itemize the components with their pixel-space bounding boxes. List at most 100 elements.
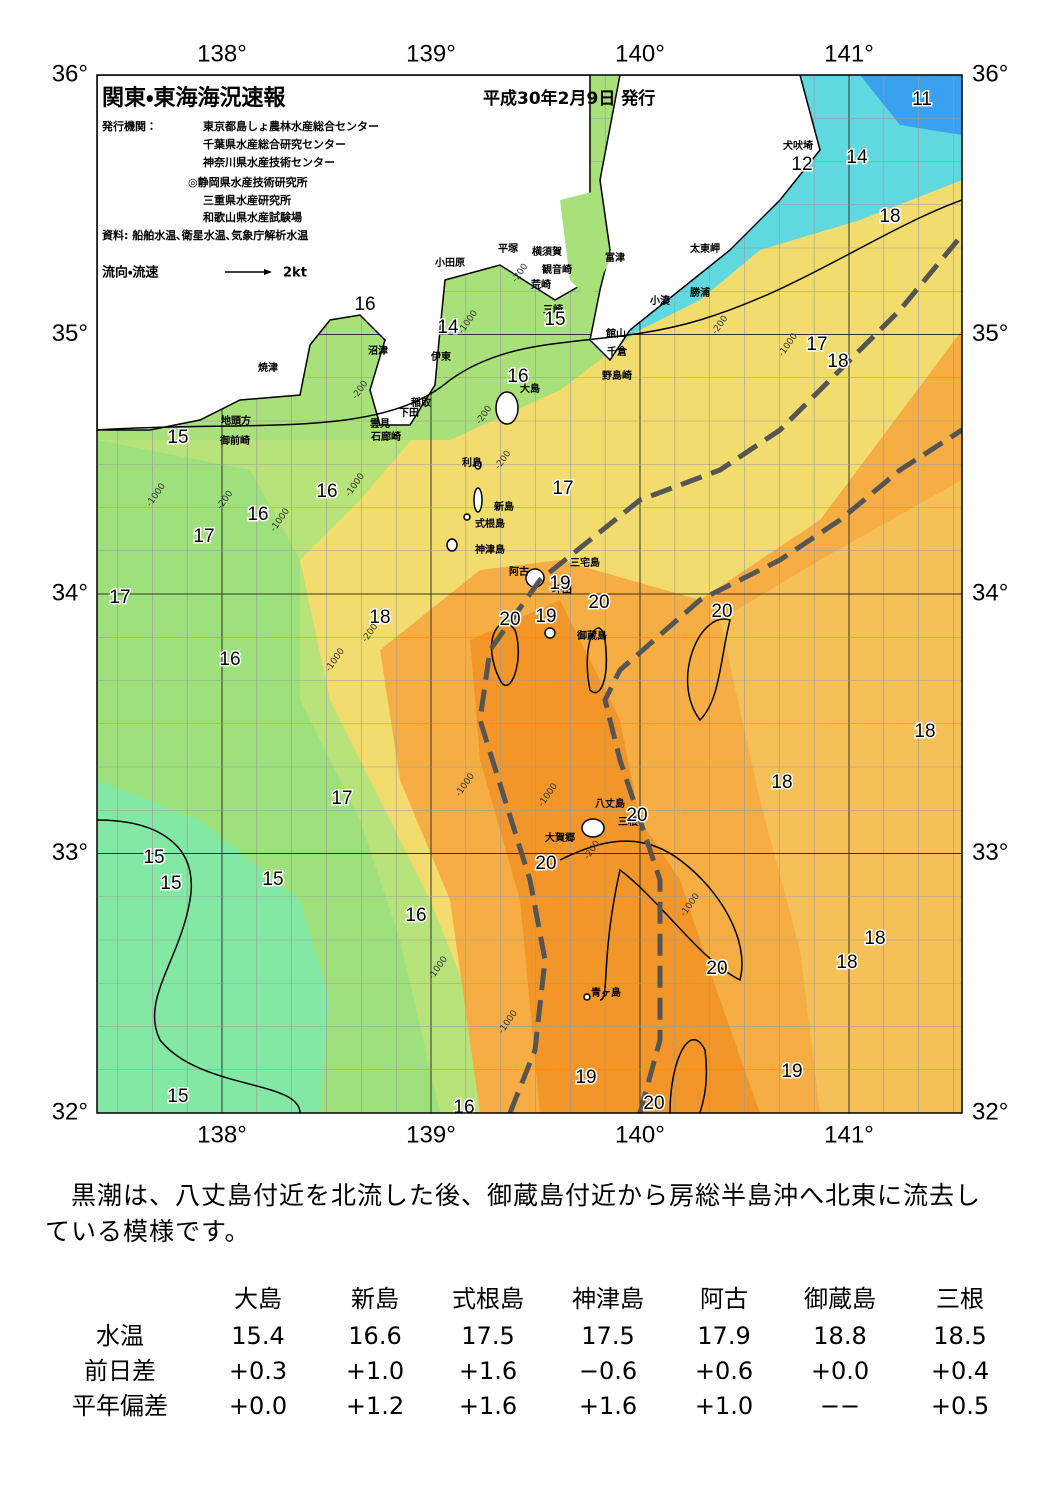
isotherm-label: 15	[262, 869, 283, 890]
place-name: 千倉	[607, 345, 628, 358]
lat-label: 34°	[972, 579, 1008, 606]
table-cell: +1.0	[346, 1357, 404, 1385]
sea-coolest	[97, 780, 330, 1113]
isotherm-label: 15	[143, 847, 164, 868]
place-name: 青ヶ島	[591, 986, 621, 999]
lat-label: 36°	[972, 60, 1008, 87]
isotherm-label: 17	[331, 788, 352, 809]
place-name: 阿古	[509, 565, 529, 578]
isotherm-label: 17	[552, 478, 573, 499]
row-header: 前日差	[84, 1357, 156, 1385]
isotherm-label: 16	[453, 1097, 474, 1118]
isotherm-label: 19	[781, 1061, 802, 1082]
column-header: 阿古	[700, 1285, 748, 1313]
isotherm-label: 16	[247, 504, 268, 525]
isotherm-label: 12	[791, 154, 812, 175]
island	[495, 391, 519, 425]
isotherm-label: 15	[544, 309, 565, 330]
isotherm-label: 19	[549, 573, 570, 594]
isotherm-label: 17	[193, 526, 214, 547]
publisher: 千葉県水産総合研究センター	[203, 137, 346, 151]
place-name: 犬吠埼	[783, 139, 813, 152]
lon-label: 138°	[197, 1121, 247, 1148]
lon-label: 141°	[824, 1121, 874, 1148]
isotherm-label: 20	[706, 958, 727, 979]
lat-label: 36°	[52, 60, 88, 87]
isotherm-label: 16	[405, 905, 426, 926]
isotherm	[669, 1039, 708, 1113]
column-header: 御蔵島	[804, 1285, 876, 1313]
island	[473, 487, 483, 513]
place-name: 稲取	[411, 396, 432, 409]
place-name: 平塚	[498, 242, 519, 255]
table-cell: 15.4	[231, 1322, 284, 1350]
isotherm-label: 18	[879, 206, 900, 227]
isotherm-label: 17	[109, 587, 130, 608]
isotherm-label: 18	[771, 772, 792, 793]
row-header: 平年偏差	[72, 1392, 168, 1420]
place-name: 下田	[399, 407, 419, 419]
isotherm-label: 18	[369, 607, 390, 628]
column-header: 新島	[351, 1285, 399, 1313]
isotherm-label: 14	[846, 147, 868, 168]
table-cell: +1.6	[459, 1392, 517, 1420]
island	[544, 627, 556, 639]
isotherm-label: 11	[912, 89, 932, 110]
place-name: 小田原	[434, 256, 465, 269]
place-name: 坪田	[552, 583, 572, 596]
column-header: 式根島	[452, 1285, 524, 1313]
place-name: 野島崎	[602, 369, 632, 382]
isotherms	[97, 199, 962, 1113]
table-cell: +1.6	[459, 1357, 517, 1385]
cold-water-deep	[860, 75, 962, 135]
table-cell: +0.4	[931, 1357, 989, 1385]
map-title: 関東・東海海況速報	[102, 85, 286, 111]
offshore-warm	[720, 480, 962, 1113]
place-name: 太東岬	[689, 242, 720, 255]
place-name: 横須賀	[532, 245, 562, 258]
isotherm-label: 17	[806, 334, 827, 355]
legend-label: 流向・流速	[102, 265, 158, 281]
publisher: 東京都島しょ農林水産総合センター	[203, 119, 379, 133]
isotherm-label: 20	[535, 853, 556, 874]
place-name: 勝浦	[690, 286, 710, 299]
lon-label: 140°	[615, 40, 665, 67]
isotherm-label: 18	[827, 351, 848, 372]
place-name: 御蔵島	[576, 629, 607, 642]
sources: 資料: 船舶水温､衛星水温､気象庁解析水温	[102, 228, 308, 242]
lon-label: 138°	[197, 40, 247, 67]
table-cell: +0.0	[229, 1392, 287, 1420]
place-name: 式根島	[475, 517, 505, 530]
place-name: 伊東	[430, 350, 451, 363]
island	[446, 538, 458, 552]
isotherm-label: 16	[507, 366, 528, 387]
column-header: 神津島	[572, 1285, 644, 1313]
isotherm-label: 16	[219, 649, 240, 670]
isotherm	[490, 623, 519, 687]
isotherm-label: 14	[437, 317, 459, 338]
lon-label: 139°	[406, 1121, 456, 1148]
lon-label: 139°	[406, 40, 456, 67]
isotherm-label: 18	[836, 952, 857, 973]
row-header: 水温	[96, 1322, 144, 1350]
place-name: 石廊崎	[370, 430, 401, 443]
place-name: 御前崎	[219, 434, 250, 447]
table-cell: 18.5	[933, 1322, 986, 1350]
island	[583, 993, 591, 1001]
place-name: 利島	[462, 456, 482, 469]
place-name: 沼津	[368, 344, 388, 357]
place-name: 新島	[493, 500, 514, 513]
lon-label: 140°	[615, 1121, 665, 1148]
island	[474, 460, 482, 470]
place-name: 焼津	[258, 361, 278, 374]
place-name: 三崎	[543, 303, 563, 316]
isotherm-label: 20	[643, 1093, 664, 1114]
isotherm-label: 20	[711, 601, 732, 622]
table-cell: +0.6	[695, 1357, 753, 1385]
publisher: 三重県水産研究所	[203, 193, 291, 207]
lon-label: 141°	[824, 40, 874, 67]
table-cell: 16.6	[348, 1322, 401, 1350]
place-name: 富津	[605, 251, 625, 264]
